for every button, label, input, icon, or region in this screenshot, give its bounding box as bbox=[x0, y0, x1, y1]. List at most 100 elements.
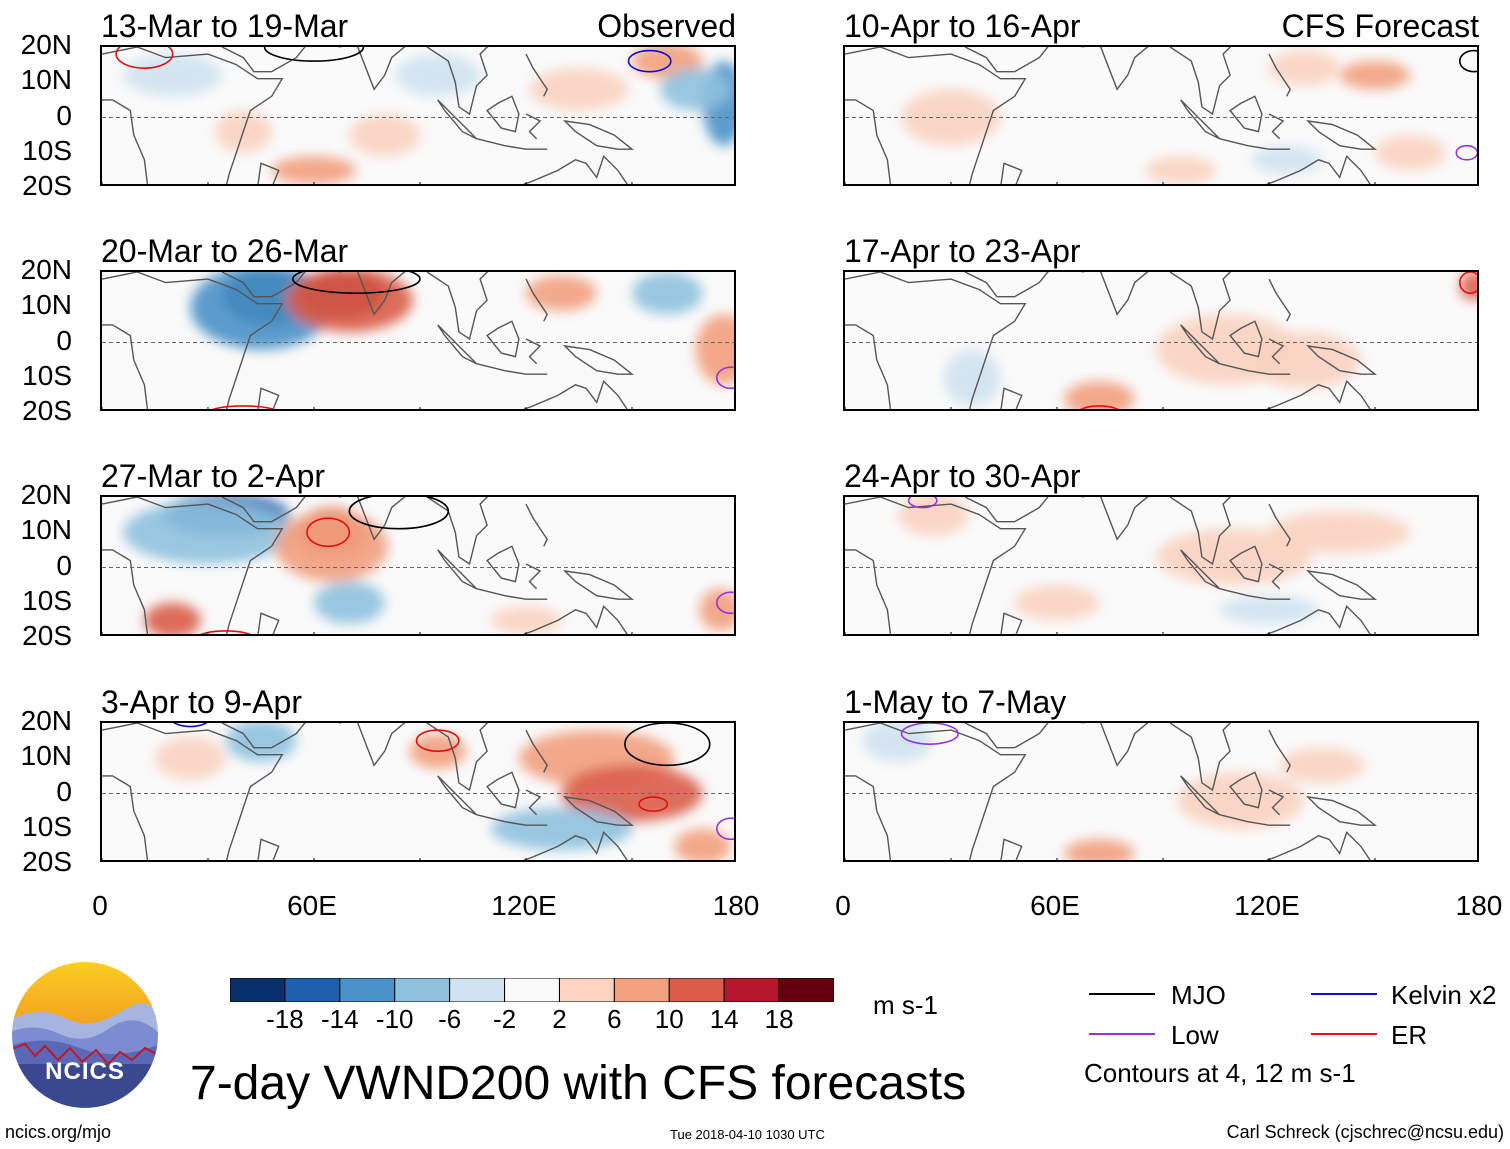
coastline bbox=[964, 47, 1049, 73]
forecast-label: CFS Forecast bbox=[1281, 8, 1479, 44]
anomaly-blob bbox=[1339, 61, 1411, 90]
coastline bbox=[1265, 155, 1371, 184]
anomaly-blob bbox=[1279, 747, 1365, 783]
legend: MJO Kelvin x2 Low ER bbox=[1085, 978, 1505, 1088]
coastline bbox=[221, 723, 306, 749]
coastline bbox=[562, 345, 635, 375]
lon-tick-label: 60E bbox=[287, 890, 337, 921]
coastline bbox=[1268, 563, 1285, 590]
coastline bbox=[525, 563, 542, 590]
coastline bbox=[845, 723, 1027, 860]
legend-er: ER bbox=[1311, 1018, 1510, 1052]
lat-tick-label: 20N bbox=[20, 479, 72, 510]
anomaly-blob bbox=[490, 807, 632, 850]
coastline bbox=[525, 789, 542, 816]
coastline bbox=[338, 497, 406, 541]
colorbar bbox=[229, 977, 835, 1007]
anomaly-blob bbox=[1269, 511, 1411, 554]
contour-line bbox=[1459, 272, 1477, 294]
colorbar-swatch bbox=[339, 977, 396, 1003]
lat-tick-label: 10N bbox=[20, 514, 72, 546]
colorbar-swatches bbox=[229, 977, 835, 1003]
anomaly-blob bbox=[285, 272, 413, 332]
contour-line bbox=[638, 796, 669, 812]
contour-line bbox=[716, 817, 734, 841]
lon-tick-label: 0 bbox=[92, 890, 108, 921]
lon-tick-label: 0 bbox=[835, 890, 851, 921]
coastline bbox=[486, 95, 520, 133]
lon-tick-label: 60E bbox=[1030, 890, 1080, 921]
coastline bbox=[426, 723, 489, 792]
coastline bbox=[1305, 120, 1378, 150]
contour-line bbox=[172, 723, 208, 728]
coastline bbox=[1169, 723, 1232, 792]
coastline bbox=[1229, 771, 1263, 809]
coastline bbox=[845, 47, 1027, 184]
map-svg bbox=[845, 723, 1477, 860]
lat-tick-label: 0 bbox=[56, 99, 72, 131]
lat-tick-label: 20S bbox=[22, 170, 72, 201]
legend-mjo-swatch bbox=[1089, 993, 1155, 995]
anomaly-blob bbox=[699, 588, 734, 631]
coastline bbox=[1268, 338, 1285, 365]
anomaly-blob bbox=[1251, 145, 1322, 174]
colorbar-level-label: 2 bbox=[552, 1004, 567, 1034]
footer-timestamp: Tue 2018-04-10 1030 UTC bbox=[670, 1127, 825, 1142]
coastline bbox=[1305, 570, 1378, 600]
contour-note: Contours at 4, 12 m s-1 bbox=[1084, 1058, 1356, 1088]
anomaly-blob bbox=[1269, 50, 1340, 86]
coastline bbox=[1081, 723, 1149, 767]
map-panel bbox=[100, 495, 736, 636]
coastline bbox=[562, 796, 635, 826]
coastline bbox=[486, 320, 520, 358]
lat-tick-label: 10N bbox=[20, 740, 72, 772]
coastline bbox=[522, 380, 628, 409]
coastline bbox=[522, 831, 628, 860]
ncics-logo: NCICS bbox=[10, 960, 160, 1110]
coastline bbox=[525, 278, 549, 322]
coastline bbox=[1268, 729, 1292, 773]
coastline bbox=[257, 162, 280, 184]
contour-line bbox=[907, 497, 938, 509]
coastline bbox=[1268, 53, 1292, 97]
anomaly-blob bbox=[490, 606, 562, 634]
coastline bbox=[338, 272, 406, 316]
lon-tick-label: 180 bbox=[712, 890, 760, 921]
coastline bbox=[1268, 278, 1292, 322]
anomaly-blob bbox=[1378, 789, 1477, 833]
colorbar-swatch bbox=[613, 977, 670, 1003]
anomaly-blob bbox=[172, 356, 244, 385]
lon-tick-label: 120E bbox=[491, 890, 557, 921]
coastline bbox=[1169, 497, 1232, 566]
contour-line bbox=[1080, 405, 1119, 409]
anomaly-blob bbox=[862, 723, 934, 762]
map-svg bbox=[102, 47, 734, 184]
anomaly-blob bbox=[349, 113, 420, 157]
colorbar-swatch bbox=[284, 977, 341, 1003]
contour-line bbox=[200, 630, 252, 634]
coastline bbox=[1265, 605, 1371, 634]
anomaly-blob bbox=[123, 54, 223, 97]
coastline bbox=[1180, 99, 1221, 140]
anomaly-blob bbox=[144, 602, 201, 634]
anomaly-blob bbox=[271, 156, 357, 184]
anomaly-blob bbox=[395, 54, 481, 97]
footer-author: Carl Schreck (cjschrec@ncsu.edu) bbox=[1226, 1122, 1504, 1142]
anomaly-blob bbox=[660, 68, 731, 111]
anomaly-blob bbox=[1375, 135, 1446, 171]
anomaly-blob bbox=[155, 737, 226, 780]
map-svg bbox=[845, 47, 1477, 184]
coastline bbox=[437, 775, 478, 816]
ncics-logo-graphic bbox=[10, 960, 160, 1110]
coastline bbox=[1229, 95, 1263, 133]
coastline bbox=[525, 53, 549, 97]
logo-text: NCICS bbox=[45, 1058, 125, 1085]
coastline bbox=[525, 503, 549, 547]
colorbar-level-label: -10 bbox=[375, 1004, 414, 1034]
coastline bbox=[257, 838, 280, 860]
legend-kelvin: Kelvin x2 bbox=[1311, 978, 1510, 1012]
panel-title: 17-Apr to 23-Apr bbox=[844, 233, 1081, 269]
panel-title: 24-Apr to 30-Apr bbox=[844, 458, 1081, 494]
contour-line bbox=[263, 47, 365, 62]
legend-low-label: Low bbox=[1171, 1020, 1219, 1050]
